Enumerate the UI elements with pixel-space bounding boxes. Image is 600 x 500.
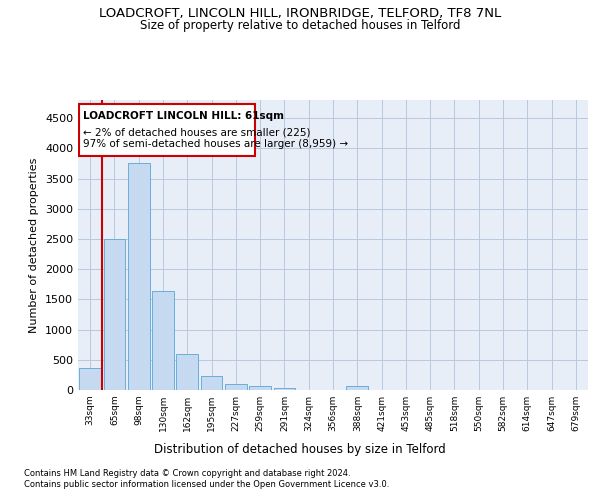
Bar — [176, 354, 198, 390]
FancyBboxPatch shape — [79, 104, 255, 156]
Bar — [128, 164, 149, 390]
Bar — [346, 386, 368, 390]
Y-axis label: Number of detached properties: Number of detached properties — [29, 158, 40, 332]
Text: ← 2% of detached houses are smaller (225): ← 2% of detached houses are smaller (225… — [83, 127, 310, 137]
Bar — [225, 384, 247, 390]
Text: Size of property relative to detached houses in Telford: Size of property relative to detached ho… — [140, 18, 460, 32]
Text: Contains HM Land Registry data © Crown copyright and database right 2024.: Contains HM Land Registry data © Crown c… — [24, 469, 350, 478]
Bar — [274, 388, 295, 390]
Text: 97% of semi-detached houses are larger (8,959) →: 97% of semi-detached houses are larger (… — [83, 138, 348, 148]
Bar — [249, 386, 271, 390]
Bar — [104, 239, 125, 390]
Text: Contains public sector information licensed under the Open Government Licence v3: Contains public sector information licen… — [24, 480, 389, 489]
Bar — [79, 368, 101, 390]
Text: LOADCROFT LINCOLN HILL: 61sqm: LOADCROFT LINCOLN HILL: 61sqm — [83, 112, 284, 122]
Bar — [200, 376, 223, 390]
Text: Distribution of detached houses by size in Telford: Distribution of detached houses by size … — [154, 442, 446, 456]
Bar — [152, 291, 174, 390]
Text: LOADCROFT, LINCOLN HILL, IRONBRIDGE, TELFORD, TF8 7NL: LOADCROFT, LINCOLN HILL, IRONBRIDGE, TEL… — [99, 8, 501, 20]
